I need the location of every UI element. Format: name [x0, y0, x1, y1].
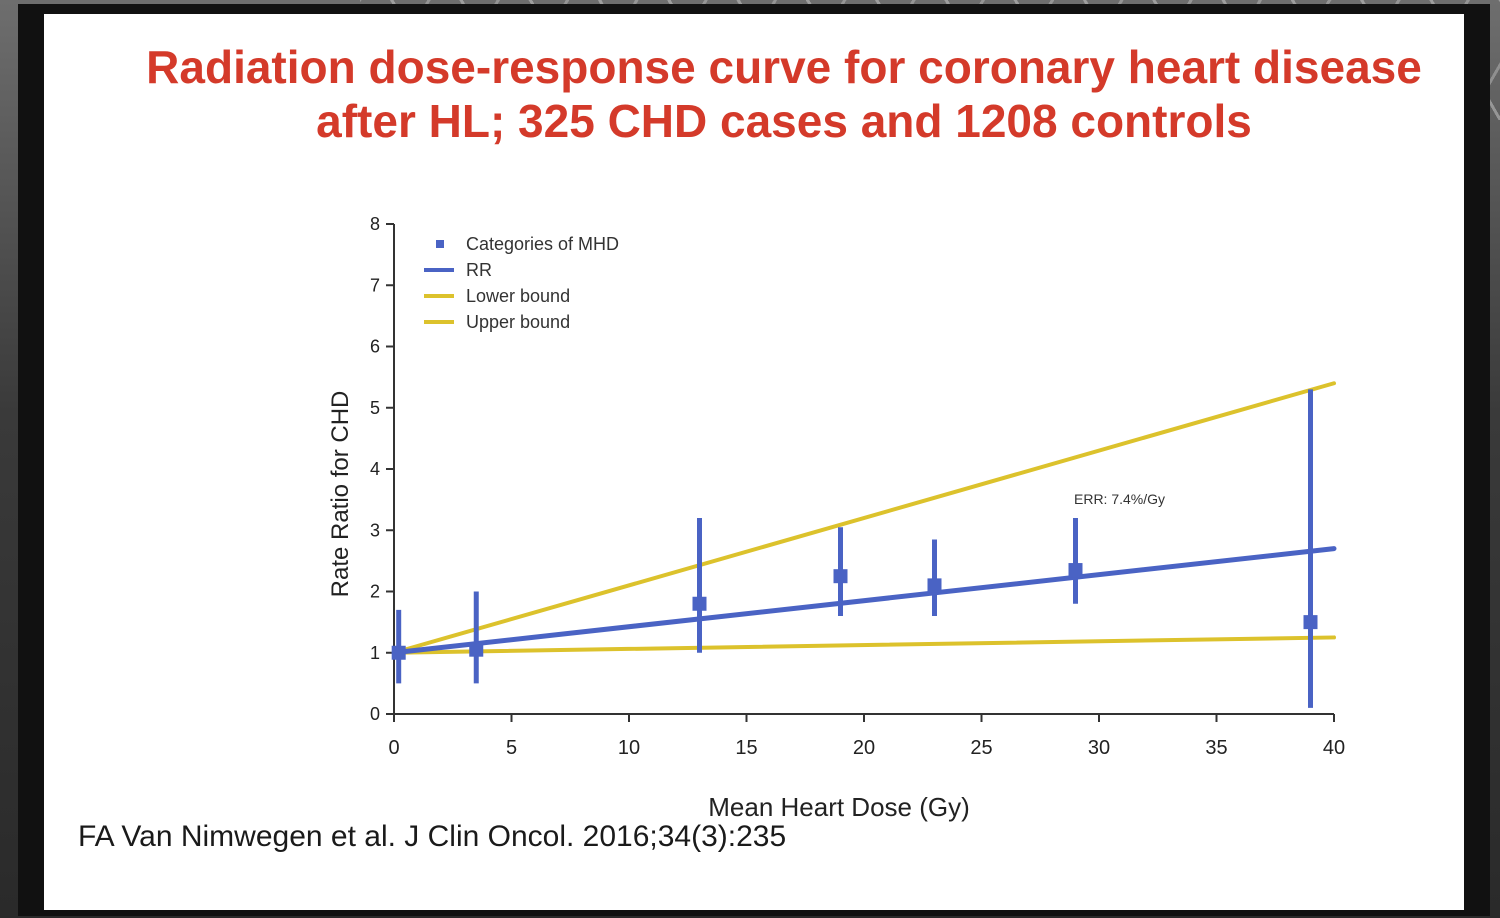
y-tick-label: 0: [370, 704, 380, 724]
citation: FA Van Nimwegen et al. J Clin Oncol. 201…: [78, 820, 787, 853]
x-tick-label: 20: [853, 737, 875, 759]
category-point: [927, 578, 942, 593]
x-axis-label: Mean Heart Dose (Gy): [708, 792, 970, 822]
slide: Radiation dose-response curve for corona…: [44, 14, 1464, 910]
rr-line: [391, 546, 1337, 656]
y-tick-label: 6: [370, 337, 380, 357]
y-tick-label: 1: [370, 643, 380, 663]
dose-response-chart: 0 1 2 3 4 5 6 7 8 0 5 10 15 20 25 30 35 40 Categories of …: [327, 214, 1345, 822]
category-point: [1068, 563, 1083, 578]
legend-label: Lower bound: [466, 286, 570, 306]
category-points: [391, 389, 1318, 708]
lower-bound-line: [392, 635, 1336, 655]
category-point: [833, 569, 848, 584]
category-point: [469, 642, 484, 657]
x-tick-label: 40: [1323, 737, 1345, 759]
y-tick-label: 2: [370, 582, 380, 602]
x-tick-label: 30: [1088, 737, 1110, 759]
category-point: [1303, 615, 1318, 630]
slide-title: Radiation dose-response curve for corona…: [146, 41, 1422, 147]
err-annotation: ERR: 7.4%/Gy: [1074, 491, 1165, 507]
bound-lines: [392, 381, 1336, 655]
legend-label: Categories of MHD: [466, 234, 619, 254]
x-tick-label: 10: [618, 737, 640, 759]
chart-axes: 0 1 2 3 4 5 6 7 8 0 5 10 15 20 25 30 35 40: [370, 214, 1345, 759]
y-tick-label: 7: [370, 275, 380, 295]
y-tick-label: 3: [370, 520, 380, 540]
legend-label: RR: [466, 260, 492, 280]
x-tick-label: 25: [970, 737, 992, 759]
chart-legend: Categories of MHD RR Lower bound Upper boun…: [424, 234, 619, 332]
x-tick-label: 5: [506, 737, 517, 759]
y-axis-label: Rate Ratio for CHD: [327, 391, 354, 598]
category-point: [391, 645, 406, 660]
y-tick-label: 4: [370, 459, 380, 479]
y-tick-label: 8: [370, 214, 380, 234]
y-tick-label: 5: [370, 398, 380, 418]
rr-line-group: [391, 546, 1337, 656]
upper-bound-line: [392, 381, 1336, 655]
category-point: [692, 596, 707, 611]
x-tick-label: 35: [1205, 737, 1227, 759]
x-tick-label: 15: [735, 737, 757, 759]
legend-label: Upper bound: [466, 312, 570, 332]
x-tick-label: 0: [388, 737, 399, 759]
legend-swatch-categories: [436, 240, 444, 248]
